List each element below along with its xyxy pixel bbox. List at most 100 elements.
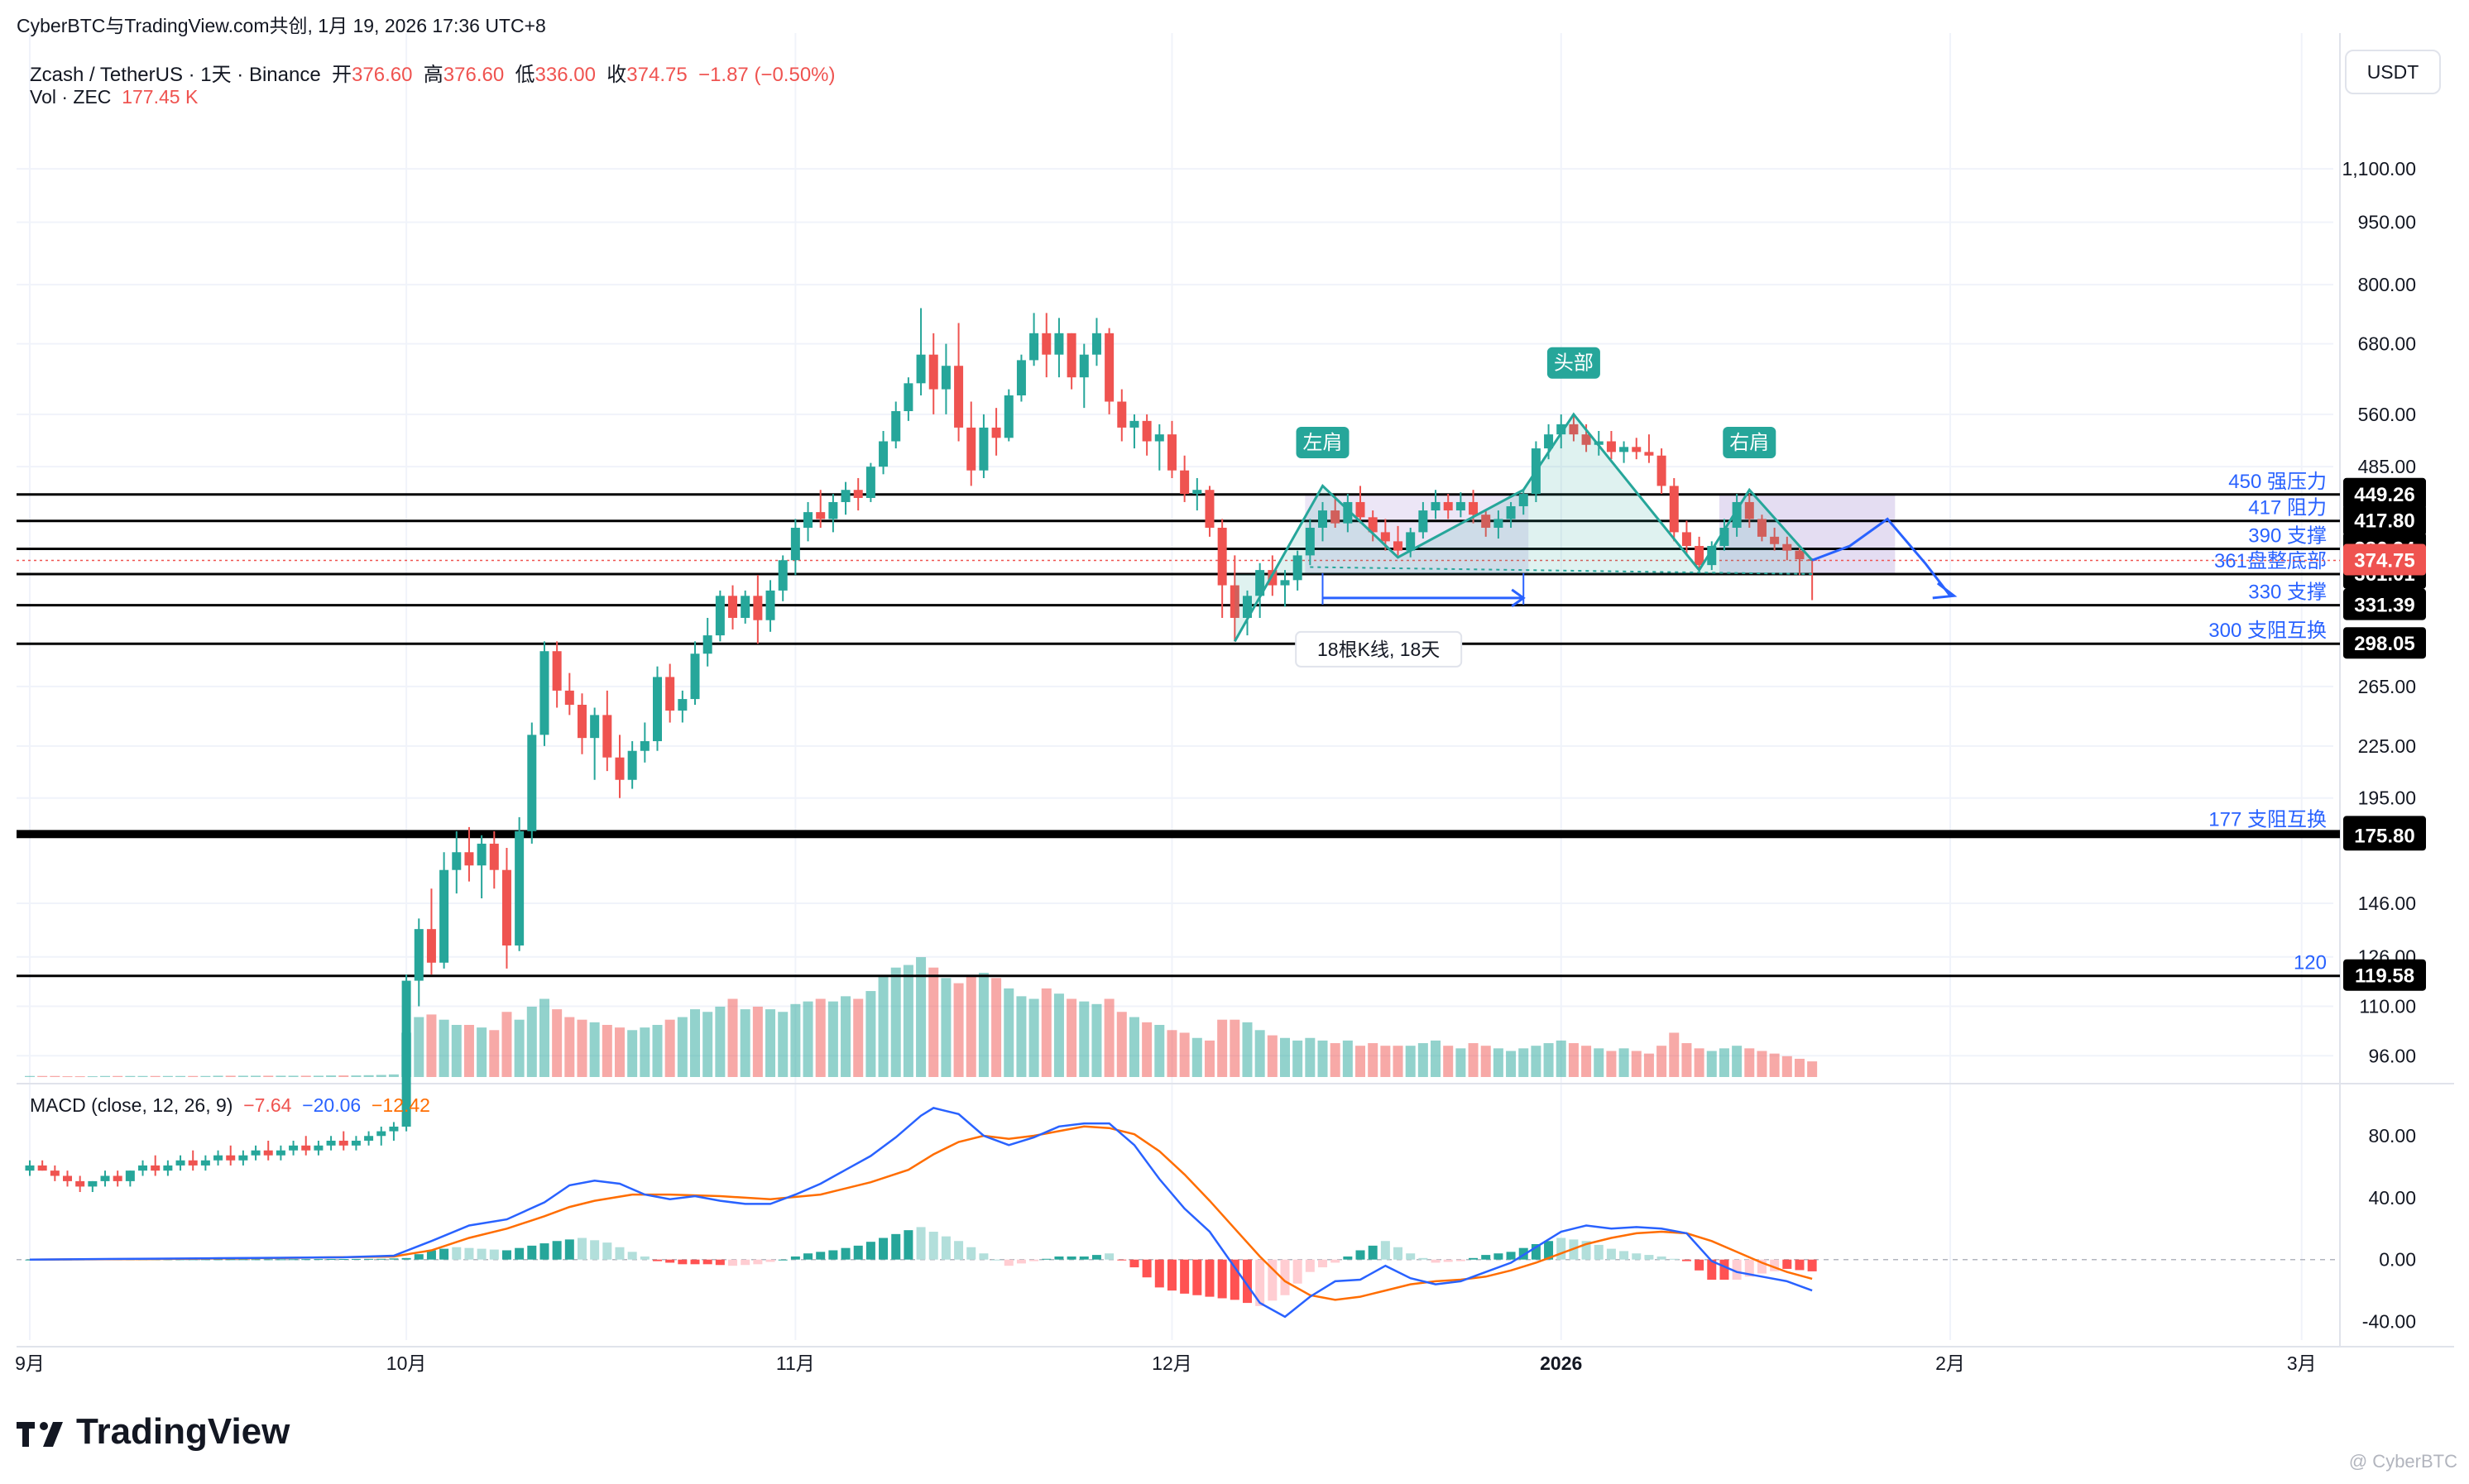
right-shoulder-tag bbox=[1723, 426, 1776, 458]
macd-histogram-bar bbox=[640, 1256, 650, 1260]
macd-histogram-bar bbox=[1506, 1252, 1516, 1260]
volume-bar bbox=[903, 965, 913, 1077]
macd-histogram-bar bbox=[1556, 1237, 1566, 1260]
volume-bar bbox=[1154, 1025, 1165, 1077]
price-tick-label: 265.00 bbox=[2358, 676, 2416, 697]
candle-body bbox=[1455, 501, 1465, 511]
volume-bar bbox=[1769, 1053, 1780, 1077]
volume-bar bbox=[1104, 998, 1115, 1077]
volume-bar bbox=[564, 1017, 575, 1077]
candle-body bbox=[1004, 395, 1014, 438]
volume-bar bbox=[150, 1075, 161, 1077]
macd-histogram-bar bbox=[1443, 1259, 1453, 1262]
volume-bar bbox=[577, 1019, 587, 1077]
symbol-title[interactable]: Zcash / TetherUS · 1天 · Binance bbox=[30, 64, 321, 86]
volume-bar bbox=[1116, 1012, 1127, 1077]
volume-bar bbox=[1443, 1046, 1454, 1077]
level-label: 300 支阻互换 bbox=[2208, 620, 2327, 642]
neckline bbox=[1310, 566, 1813, 575]
volume-bar bbox=[326, 1075, 337, 1077]
candle-body bbox=[200, 1160, 210, 1166]
macd-histogram-bar bbox=[1105, 1253, 1115, 1260]
level-price-text: 417.80 bbox=[2354, 510, 2414, 533]
macd-histogram-bar bbox=[1091, 1255, 1101, 1260]
macd-histogram-bar bbox=[439, 1248, 449, 1260]
macd-histogram-bar bbox=[1619, 1251, 1629, 1260]
macd-histogram-bar bbox=[865, 1242, 875, 1260]
macd-histogram-bar bbox=[966, 1247, 976, 1260]
macd-histogram-bar bbox=[879, 1237, 889, 1260]
volume-bar bbox=[953, 983, 964, 1077]
volume-bar bbox=[526, 1006, 537, 1077]
macd-histogram-bar bbox=[916, 1227, 926, 1260]
volume-bar bbox=[50, 1075, 60, 1077]
macd-histogram-bar bbox=[276, 1259, 285, 1261]
candle-body bbox=[1042, 333, 1052, 355]
macd-histogram-bar bbox=[1192, 1259, 1202, 1295]
volume-bar bbox=[715, 1006, 726, 1077]
macd-histogram-bar bbox=[1493, 1253, 1503, 1260]
chart-grid bbox=[17, 33, 2454, 1348]
candle-body bbox=[1606, 441, 1616, 452]
macd-histogram-bar bbox=[979, 1253, 989, 1260]
candle-body bbox=[1556, 424, 1566, 435]
currency-selector[interactable]: USDT bbox=[2345, 50, 2441, 94]
attribution-text: CyberBTC与TradingView.com共创, 1月 19, 2026 … bbox=[17, 15, 546, 36]
volume-bar bbox=[1594, 1048, 1604, 1077]
volume-bar bbox=[1230, 1019, 1240, 1077]
candle-body bbox=[1669, 486, 1679, 533]
volume-bar bbox=[928, 967, 939, 1077]
tradingview-logo-icon bbox=[17, 1422, 63, 1448]
candle-body bbox=[916, 354, 926, 384]
candle-body bbox=[753, 596, 763, 620]
macd-histogram-bar bbox=[1217, 1259, 1227, 1299]
low-value: 336.00 bbox=[535, 64, 596, 86]
volume-bar bbox=[1091, 1003, 1102, 1077]
candle-body bbox=[615, 757, 625, 780]
candle-body bbox=[577, 704, 587, 739]
volume-bar bbox=[1417, 1043, 1428, 1077]
macd-tick-label: 80.00 bbox=[2368, 1125, 2416, 1147]
price-tick-label: 680.00 bbox=[2358, 333, 2416, 355]
macd-histogram-bar bbox=[477, 1248, 487, 1260]
volume-bar bbox=[1067, 998, 1077, 1077]
candle-body bbox=[1544, 434, 1554, 449]
volume-bar bbox=[1317, 1040, 1328, 1077]
volume-bar bbox=[25, 1075, 35, 1077]
volume-bar bbox=[100, 1075, 111, 1077]
tradingview-logo[interactable]: TradingView bbox=[17, 1411, 290, 1453]
candle-body bbox=[590, 715, 600, 739]
low-label: 低 bbox=[515, 64, 535, 86]
candle-body bbox=[690, 653, 700, 700]
macd-histogram-bar bbox=[1054, 1256, 1064, 1260]
candle-body bbox=[979, 427, 989, 471]
volume-bar bbox=[1581, 1046, 1592, 1077]
macd-histogram-bar bbox=[1656, 1256, 1666, 1260]
macd-legend[interactable]: MACD (close, 12, 26, 9) −7.64 −20.06 −12… bbox=[30, 1094, 430, 1117]
volume-bar bbox=[1041, 988, 1052, 1077]
volume-bar bbox=[263, 1075, 274, 1077]
candle-body bbox=[1393, 541, 1403, 551]
candle-body bbox=[452, 852, 462, 870]
volume-bar bbox=[890, 967, 901, 1077]
volume-bar bbox=[351, 1075, 362, 1077]
volume-bar bbox=[1543, 1043, 1554, 1077]
volume-legend[interactable]: Vol · ZEC 177.45 K bbox=[30, 86, 198, 108]
volume-bar bbox=[1493, 1048, 1503, 1077]
volume-bar bbox=[200, 1075, 211, 1077]
volume-bar bbox=[1744, 1048, 1755, 1077]
volume-bar bbox=[1706, 1051, 1717, 1077]
price-badges: 449.26417.80386.94361.01331.39298.05177.… bbox=[2343, 477, 2426, 991]
pattern-outline bbox=[1234, 412, 1814, 643]
candle-body bbox=[904, 383, 913, 412]
volume-bar bbox=[188, 1075, 199, 1077]
macd-histogram-bar bbox=[326, 1259, 336, 1261]
volume-bar bbox=[941, 978, 952, 1077]
volume-bar bbox=[1079, 1001, 1090, 1077]
price-tick-label: 485.00 bbox=[2358, 456, 2416, 477]
horizontal-levels[interactable]: 450 强压力 417 阻力 390 支撑 361盘整底部 330 支撑 300 支阻互换… bbox=[17, 471, 2340, 978]
volume-bar bbox=[87, 1076, 98, 1078]
macd-histogram-bar bbox=[753, 1259, 763, 1265]
volume-bar bbox=[966, 975, 976, 1077]
